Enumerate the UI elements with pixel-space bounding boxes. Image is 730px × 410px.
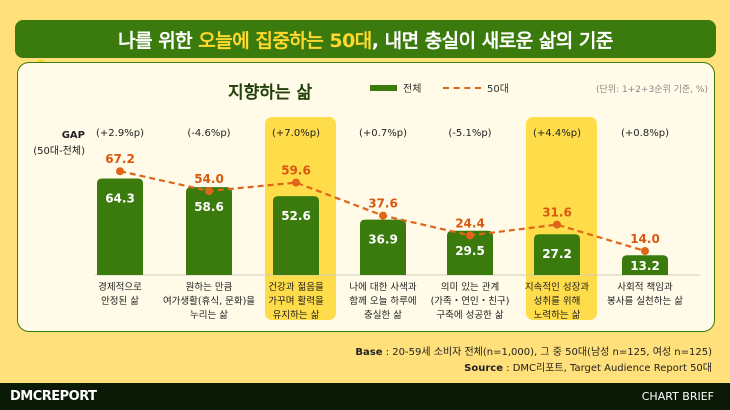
source-label: Source: [464, 363, 503, 374]
base-label: Base: [355, 347, 383, 358]
bar-value-label: 36.9: [368, 233, 398, 247]
gap-label-sub: (50대-전체): [33, 146, 85, 157]
line-point: [205, 187, 213, 195]
line-point: [379, 211, 387, 220]
legend-item-total: 전체: [370, 80, 421, 95]
logo: DMCREPORT: [10, 389, 97, 404]
line-point: [292, 178, 300, 187]
gap-value: (-4.6%p): [187, 128, 231, 139]
bar: [186, 187, 232, 275]
gap-value: (+4.4%p): [533, 128, 581, 139]
title-part1: 나를 위한: [118, 29, 199, 52]
line-value-label: 67.2: [105, 152, 135, 166]
legend-swatch-line: [443, 86, 481, 89]
title-part2: , 내면 충실이 새로운 삶의 기준: [371, 29, 614, 52]
highlight-column: [526, 117, 597, 320]
line-value-label: 37.6: [368, 197, 398, 211]
category-label: 의미 있는 관계 (가족・연인・친구) 구축에 성공한 삶: [430, 282, 510, 321]
legend-label: 50대: [487, 84, 509, 95]
bar-value-label: 58.6: [194, 200, 224, 214]
line-point: [553, 220, 561, 229]
legend-item-50s: 50대: [443, 80, 509, 95]
line-value-label: 59.6: [281, 164, 311, 178]
category-label: 지속적인 성장과 성취를 위해 노력하는 삶: [524, 282, 590, 321]
gap-value: (-5.1%p): [448, 128, 492, 139]
base-text: : 20-59세 소비자 전체(n=1,000), 그 중 50대(남성 n=1…: [382, 347, 712, 358]
category-label: 경제적으로 안정된 삶: [98, 282, 142, 307]
bar-value-label: 27.2: [542, 247, 572, 261]
gap-value: (+0.8%p): [621, 128, 669, 139]
notes: Base : 20-59세 소비자 전체(n=1,000), 그 중 50대(남…: [355, 345, 712, 377]
line-point: [466, 231, 474, 240]
line-value-label: 54.0: [194, 172, 224, 186]
category-label: 사회적 책임과 봉사를 실천하는 삶: [607, 282, 683, 307]
unit-note: (단위: 1+2+3순위 기준, %): [596, 85, 708, 95]
chart-title: 지향하는 삶: [228, 83, 313, 103]
category-label: 건강과 젊음을 가꾸며 활력을 유지하는 삶: [268, 282, 324, 321]
line-value-label: 14.0: [630, 232, 660, 246]
bar-value-label: 13.2: [630, 259, 660, 273]
line-point: [641, 247, 649, 255]
footer: DMCREPORT CHART BRIEF: [0, 383, 730, 410]
gap-value: (+2.9%p): [96, 128, 144, 139]
bar-value-label: 64.3: [105, 192, 135, 206]
category-label: 나에 대한 사색과 함께 오늘 하루에 충실한 삶: [349, 282, 417, 321]
bar: [360, 219, 406, 275]
title-highlight: 오늘에 집중하는 50대: [198, 29, 372, 52]
bar-value-label: 29.5: [455, 244, 485, 258]
gap-label: GAP (50대-전체): [30, 128, 85, 160]
bar-value-label: 52.6: [281, 209, 311, 223]
gap-label-title: GAP: [61, 130, 85, 141]
gap-value: (+0.7%p): [359, 128, 407, 139]
bar: [622, 255, 668, 275]
bar: [97, 178, 143, 275]
legend-label: 전체: [403, 84, 422, 95]
line-point: [116, 167, 124, 176]
title-bar: 나를 위한 오늘에 집중하는 50대 , 내면 충실이 새로운 삶의 기준: [15, 20, 716, 58]
bar: [447, 230, 493, 275]
line-value-label: 24.4: [455, 216, 485, 230]
gap-value: (+7.0%p): [272, 128, 320, 139]
legend-swatch-bar: [370, 84, 397, 91]
source-text: : DMC리포트, Target Audience Report 50대: [503, 363, 712, 374]
line-value-label: 31.6: [542, 206, 572, 220]
footer-label: CHART BRIEF: [641, 390, 714, 403]
bar: [534, 234, 580, 275]
category-label: 원하는 만큼 여가생활(휴식, 문화)을 누리는 삶: [162, 282, 256, 321]
bar: [273, 196, 319, 275]
